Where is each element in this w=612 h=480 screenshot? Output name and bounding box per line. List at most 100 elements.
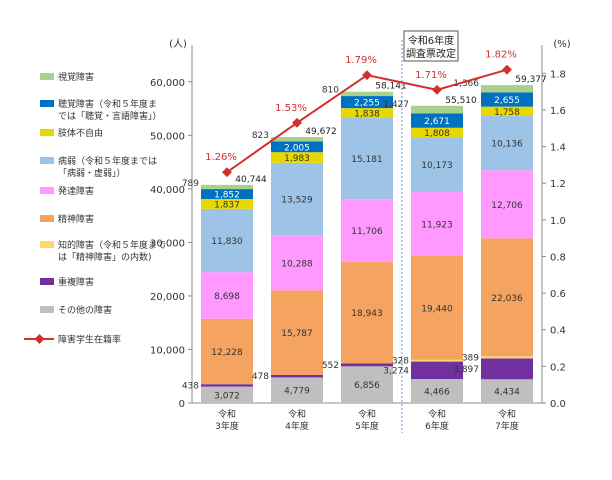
data-label: 478 [252,372,269,382]
y-right-tick-label: 0.6 [550,289,566,300]
category-label: 令和 [428,408,446,420]
data-label: 1,983 [284,154,310,164]
data-label: 789 [182,179,199,189]
legend-label: 「病弱・虚弱」） [58,167,126,179]
bar-segment [481,116,533,171]
data-label: 4,434 [494,388,520,398]
category-label: 令和 [218,408,236,420]
legend-label: は「精神障害」の内数) [58,251,152,263]
total-label: 49,672 [305,127,337,137]
data-label: 18,943 [351,309,383,319]
y-left-tick-label: 30,000 [150,238,185,249]
data-label: 12,228 [211,348,243,358]
legend-swatch [40,73,54,80]
bar-segment [481,106,533,117]
bar-segment [341,91,393,97]
bar-segment [271,162,323,236]
bar-segment [201,199,253,209]
data-label: 438 [182,381,199,391]
data-label: 4,466 [424,388,450,398]
rate-point [502,64,512,75]
bar-segment [201,272,253,319]
legend-swatch [40,129,54,136]
rate-label: 1.79% [345,55,377,66]
data-label: 389 [462,353,479,363]
y-right-tick-label: 1.8 [550,69,566,80]
data-label: 3,274 [383,366,409,376]
bar-segment [341,96,393,109]
bar-segment [481,379,533,403]
legend-swatch [40,215,54,222]
data-label: 552 [322,361,339,371]
category-label: 6年度 [425,420,449,432]
y-right-tick-label: 1.0 [550,216,566,227]
data-label: 823 [252,131,269,141]
bar-segment [201,386,253,403]
bar-segment [411,137,463,192]
data-label: 11,830 [211,237,243,247]
annotation-box [403,30,459,62]
legend-label: では「聴覚・言語障害」） [58,110,162,122]
y-left-tick-label: 0 [179,399,185,410]
data-label: 11,923 [421,220,453,230]
category-label: 令和 [498,408,516,420]
data-label: 2,005 [284,143,310,153]
data-label: 15,181 [351,155,383,165]
data-label: 328 [392,357,409,367]
legend-label: 病弱（令和５年度までは [58,155,157,167]
bar-segment [481,85,533,93]
bar-segment [271,290,323,375]
y-left-tick-label: 50,000 [150,131,185,142]
bar-segment [271,137,323,142]
data-label: 1,366 [453,79,479,89]
bar-segment [201,189,253,200]
bar-segment [481,358,533,380]
data-label: 10,288 [281,259,313,269]
rate-point [432,84,442,95]
bar-segment [201,184,253,190]
bar-segment [411,359,463,362]
y-left-tick-label: 10,000 [150,345,185,356]
data-label: 1,427 [383,100,409,110]
legend-label: 発達障害 [58,185,94,197]
legend-label: 聴覚障害（令和５年度ま [58,98,157,110]
data-label: 1,838 [354,110,380,120]
y-left-tick-label: 40,000 [150,185,185,196]
data-label: 10,136 [491,140,523,150]
y-right-tick-label: 0.0 [550,399,566,410]
legend-swatch [40,241,54,248]
bar-segment [481,92,533,107]
bar-segment [341,199,393,262]
rate-label: 1.82% [485,50,517,61]
data-label: 1,852 [214,191,240,201]
category-label: 5年度 [355,420,379,432]
category-label: 令和 [358,408,376,420]
bar-segment [411,361,463,380]
data-label: 10,173 [421,161,453,171]
data-label: 11,706 [351,227,383,237]
y-left-tick-label: 60,000 [150,78,185,89]
total-label: 59,377 [515,75,547,85]
data-label: 6,856 [354,381,380,391]
bar-segment [411,113,463,128]
bar-segment [341,261,393,364]
category-label: 4年度 [285,420,309,432]
category-label: 7年度 [495,420,519,432]
bar-segment [481,356,533,359]
rate-label: 1.71% [415,70,447,81]
bar-segment [201,318,253,385]
data-label: 2,655 [494,96,520,106]
data-label: 1,758 [494,108,520,118]
legend-swatch [40,187,54,194]
bar-segment [341,117,393,200]
legend-label: 重複障害 [58,276,94,288]
annotation-line1: 令和6年度 [408,34,454,47]
bar-segment [411,105,463,114]
legend-swatch [40,306,54,313]
bar-segment [271,152,323,163]
data-label: 12,706 [491,201,523,211]
bar-segment [271,141,323,153]
y-left-unit: (人) [169,38,187,50]
y-left-tick-label: 20,000 [150,292,185,303]
